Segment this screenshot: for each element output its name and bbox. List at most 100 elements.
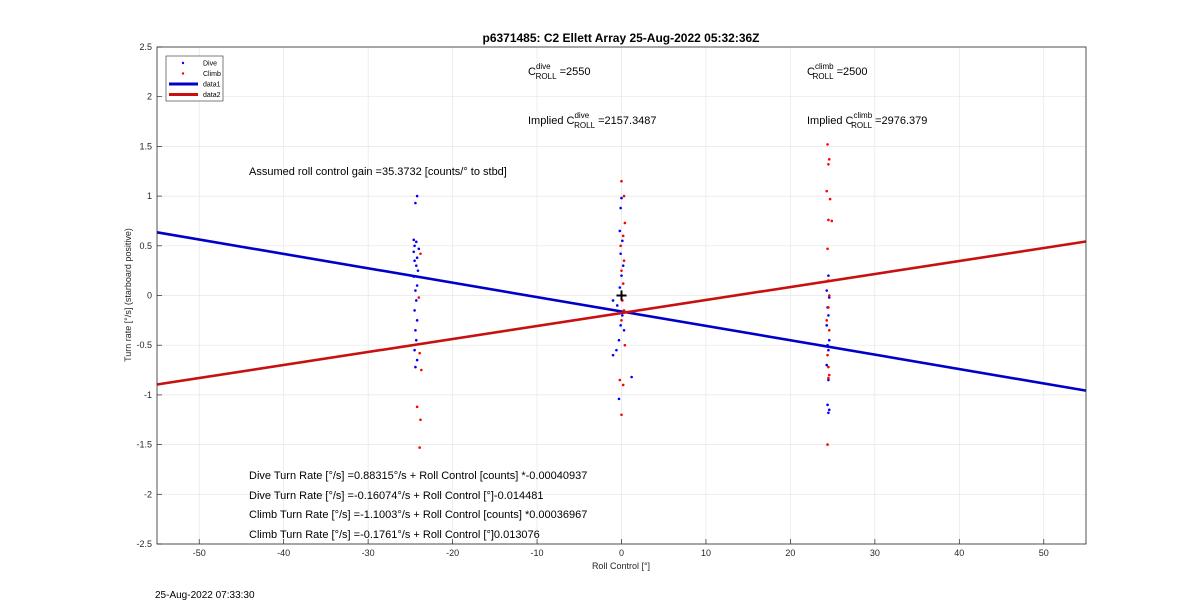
- point-dive: [415, 256, 419, 260]
- point-dive: [622, 328, 626, 332]
- point-climb: [827, 376, 830, 380]
- point-climb: [618, 378, 622, 382]
- point-climb: [827, 218, 830, 222]
- fit-line-data1: [156, 231, 1087, 392]
- y-tick-label: 2: [147, 92, 152, 102]
- point-dive: [414, 328, 417, 332]
- x-tick-label: -40: [277, 548, 290, 558]
- point-climb: [827, 328, 831, 332]
- point-dive: [827, 296, 831, 299]
- point-dive: [619, 206, 622, 210]
- equation-climb-counts: Climb Turn Rate [°/s] =-1.1003°/s + Roll…: [249, 509, 587, 521]
- point-dive: [618, 229, 622, 233]
- point-climb: [620, 413, 623, 417]
- point-dive: [414, 264, 418, 267]
- x-tick-label: 0: [619, 548, 624, 558]
- implied-c-roll-dive: Implied Cdive ROLL =2157.3487: [528, 111, 657, 130]
- point-climb: [619, 244, 622, 248]
- point-dive: [621, 264, 625, 267]
- point-climb: [418, 351, 421, 355]
- point-dive: [412, 238, 416, 242]
- point-climb: [622, 194, 626, 198]
- point-dive: [413, 309, 416, 312]
- point-climb: [620, 269, 623, 272]
- data-points: [412, 143, 834, 449]
- point-dive: [620, 196, 623, 200]
- legend-marker-dive: [181, 61, 185, 65]
- point-climb: [827, 279, 830, 282]
- point-dive: [415, 284, 419, 287]
- point-climb: [623, 221, 627, 225]
- point-dive: [412, 250, 416, 254]
- point-dive: [827, 411, 830, 415]
- point-dive: [630, 375, 633, 379]
- y-tick-label: -2.5: [136, 539, 152, 549]
- point-dive: [618, 286, 622, 289]
- point-climb: [826, 353, 829, 357]
- point-climb: [621, 383, 625, 387]
- c-roll-dive: Cdive ROLL =2550: [528, 62, 591, 81]
- point-climb: [827, 365, 830, 369]
- y-tick-label: -0.5: [136, 340, 152, 350]
- point-dive: [825, 324, 829, 327]
- point-climb: [620, 319, 623, 322]
- y-tick-label: -2: [144, 489, 152, 499]
- point-dive: [414, 299, 418, 302]
- point-climb: [828, 197, 832, 201]
- point-dive: [414, 289, 417, 292]
- x-tick-label: -20: [446, 548, 459, 558]
- y-tick-label: 2.5: [139, 42, 152, 52]
- y-tick-label: 0: [147, 291, 152, 301]
- point-dive: [414, 338, 418, 342]
- point-climb: [827, 158, 831, 161]
- roll-gain-annotation: Assumed roll control gain =35.3732 [coun…: [249, 166, 507, 178]
- point-climb: [415, 405, 419, 409]
- point-dive: [414, 365, 417, 369]
- point-dive: [414, 240, 418, 244]
- chart-title: p6371485: C2 Ellett Array 25-Aug-2022 05…: [482, 31, 759, 45]
- point-dive: [827, 274, 830, 277]
- legend-marker-climb: [181, 72, 185, 75]
- y-tick-label: 0.5: [139, 241, 152, 251]
- legend-label-data1: data1: [203, 82, 221, 89]
- point-dive: [413, 244, 416, 248]
- y-tick-label: -1: [144, 390, 152, 400]
- y-tick-label: 1: [147, 191, 152, 201]
- point-climb: [622, 259, 626, 263]
- point-dive: [415, 194, 419, 198]
- equation-climb-degrees: Climb Turn Rate [°/s] =-0.1761°/s + Roll…: [249, 529, 540, 541]
- legend: Dive Climb data1 data2: [165, 55, 224, 102]
- y-tick-label: 1.5: [139, 141, 152, 151]
- point-dive: [825, 289, 829, 292]
- y-tick-label: -1.5: [136, 440, 152, 450]
- point-dive: [620, 274, 623, 277]
- point-climb: [620, 179, 623, 183]
- point-dive: [825, 363, 829, 367]
- point-climb: [827, 373, 831, 377]
- point-climb: [825, 319, 829, 322]
- center-plus-marker: [616, 290, 627, 301]
- point-dive: [415, 319, 419, 322]
- point-climb: [825, 189, 829, 193]
- point-climb: [621, 234, 625, 238]
- implied-c-roll-climb: Implied Cclimb ROLL =2976.379: [807, 111, 927, 130]
- point-climb: [826, 143, 829, 146]
- legend-label-data2: data2: [203, 92, 221, 99]
- fit-line-data2: [156, 240, 1087, 386]
- point-dive: [615, 348, 618, 352]
- point-dive: [413, 259, 416, 263]
- point-climb: [418, 446, 421, 449]
- point-climb: [419, 418, 422, 422]
- point-dive: [621, 239, 624, 243]
- point-dive: [413, 348, 416, 352]
- point-climb: [420, 368, 423, 372]
- legend-label-dive: Dive: [203, 61, 217, 68]
- y-axis-label: Turn rate [°/s] (starboard positive): [123, 228, 133, 362]
- point-dive: [416, 269, 420, 272]
- x-tick-label: -10: [531, 548, 544, 558]
- fit-lines: [156, 231, 1087, 392]
- point-dive: [619, 252, 622, 256]
- point-dive: [826, 343, 829, 347]
- c-roll-climb: Cclimb ROLL =2500: [807, 62, 867, 81]
